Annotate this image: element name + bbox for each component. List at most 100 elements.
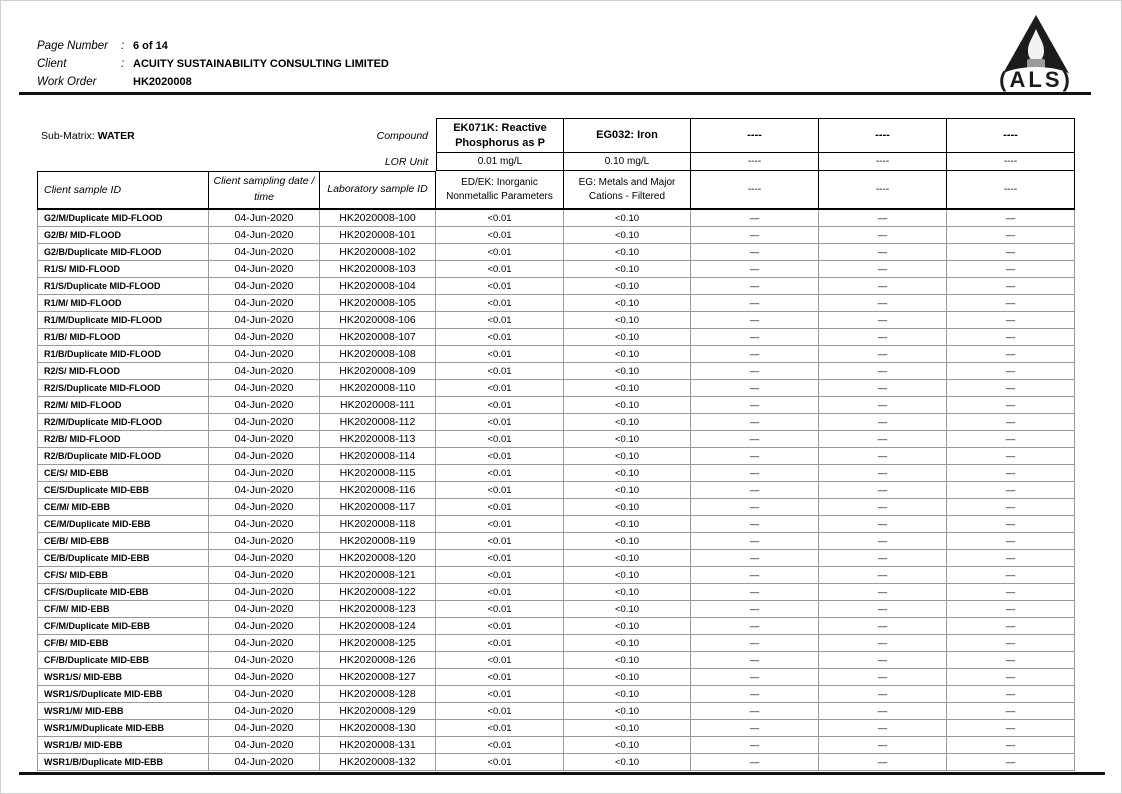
result-cell: <0.10	[564, 550, 691, 567]
result-cell: —	[691, 652, 819, 669]
result-cell: <0.01	[436, 550, 564, 567]
result-cell: <0.01	[436, 346, 564, 363]
client-sample-id-cell: CE/B/ MID-EBB	[37, 533, 209, 550]
result-cell: <0.01	[436, 618, 564, 635]
result-cell: —	[691, 754, 819, 771]
result-cell: —	[691, 584, 819, 601]
client-sample-id-cell: WSR1/B/Duplicate MID-EBB	[37, 754, 209, 771]
lab-sample-id-cell: HK2020008-111	[320, 397, 436, 414]
result-cell: <0.10	[564, 363, 691, 380]
result-cell: —	[947, 584, 1075, 601]
table-row: CE/B/Duplicate MID-EBB 04-Jun-2020 HK20200…	[37, 550, 1075, 567]
lab-sample-id-cell: HK2020008-124	[320, 618, 436, 635]
result-cell: —	[947, 703, 1075, 720]
table-row: R1/B/Duplicate MID-FLOOD 04-Jun-2020 HK202…	[37, 346, 1075, 363]
client-sample-id-cell: WSR1/B/ MID-EBB	[37, 737, 209, 754]
work-order-label: Work Order	[37, 76, 97, 88]
client-sample-id-cell: R2/B/ MID-FLOOD	[37, 431, 209, 448]
result-cell: <0.10	[564, 703, 691, 720]
sampling-date-cell: 04-Jun-2020	[209, 516, 320, 533]
client-separator: :	[121, 58, 125, 70]
result-cell: —	[947, 499, 1075, 516]
table-row: R2/M/ MID-FLOOD 04-Jun-2020 HK2020008-111 <…	[37, 397, 1075, 414]
result-cell: <0.01	[436, 482, 564, 499]
result-cell: —	[947, 261, 1075, 278]
client-sample-id-cell: CE/M/ MID-EBB	[37, 499, 209, 516]
result-cell: <0.10	[564, 397, 691, 414]
compound-header-cell: ----	[947, 118, 1075, 153]
sampling-date-cell: 04-Jun-2020	[209, 754, 320, 771]
result-cell: —	[819, 720, 947, 737]
result-cell: <0.10	[564, 414, 691, 431]
result-cell: —	[691, 669, 819, 686]
result-cell: —	[819, 414, 947, 431]
result-cell: <0.10	[564, 499, 691, 516]
sampling-date-cell: 04-Jun-2020	[209, 448, 320, 465]
result-cell: <0.01	[436, 720, 564, 737]
result-cell: —	[947, 380, 1075, 397]
result-cell: —	[691, 397, 819, 414]
result-cell: —	[819, 465, 947, 482]
sampling-date-cell: 04-Jun-2020	[209, 686, 320, 703]
table-row: R1/M/Duplicate MID-FLOOD 04-Jun-2020 HK202…	[37, 312, 1075, 329]
client-sample-id-cell: CE/M/Duplicate MID-EBB	[37, 516, 209, 533]
result-cell: <0.10	[564, 567, 691, 584]
result-cell: <0.10	[564, 448, 691, 465]
page-number-label: Page Number	[37, 40, 108, 52]
table-row: WSR1/B/Duplicate MID-EBB 04-Jun-2020 HK202…	[37, 754, 1075, 771]
lab-sample-id-cell: HK2020008-106	[320, 312, 436, 329]
lor-unit-cell: ----	[819, 153, 947, 171]
result-cell: —	[947, 516, 1075, 533]
sampling-date-cell: 04-Jun-2020	[209, 210, 320, 227]
sampling-date-cell: 04-Jun-2020	[209, 414, 320, 431]
lab-sample-id-cell: HK2020008-102	[320, 244, 436, 261]
result-cell: —	[691, 737, 819, 754]
lor-unit-cell: ----	[947, 153, 1075, 171]
lab-sample-id-cell: HK2020008-123	[320, 601, 436, 618]
table-row: CF/M/ MID-EBB 04-Jun-2020 HK2020008-123 <0.…	[37, 601, 1075, 618]
result-cell: —	[947, 754, 1075, 771]
table-row: CF/B/ MID-EBB 04-Jun-2020 HK2020008-125 <0.…	[37, 635, 1075, 652]
result-cell: —	[819, 516, 947, 533]
method-group-cell: EG: Metals and Major Cations - Filtered	[564, 171, 691, 208]
result-cell: —	[691, 720, 819, 737]
result-cell: —	[691, 295, 819, 312]
lor-row: LOR Unit 0.01 mg/L 0.10 mg/L ---- ---- ----	[37, 153, 1075, 171]
result-cell: —	[691, 686, 819, 703]
result-cell: —	[947, 482, 1075, 499]
result-cell: <0.01	[436, 431, 564, 448]
result-cell: <0.01	[436, 363, 564, 380]
result-cell: <0.10	[564, 652, 691, 669]
result-cell: —	[947, 465, 1075, 482]
client-sample-id-cell: CF/S/Duplicate MID-EBB	[37, 584, 209, 601]
result-cell: —	[819, 567, 947, 584]
result-cell: —	[691, 448, 819, 465]
client-row: Client : ACUITY SUSTAINABILITY CONSULTIN…	[37, 55, 389, 73]
result-cell: —	[691, 703, 819, 720]
client-sample-id-cell: CF/B/ MID-EBB	[37, 635, 209, 652]
result-cell: —	[691, 380, 819, 397]
result-cell: —	[691, 499, 819, 516]
client-value: ACUITY SUSTAINABILITY CONSULTING LIMITED	[133, 58, 389, 70]
lab-sample-id-cell: HK2020008-131	[320, 737, 436, 754]
lab-sample-id-cell: HK2020008-112	[320, 414, 436, 431]
lab-sample-id-cell: HK2020008-117	[320, 499, 436, 516]
result-cell: —	[947, 652, 1075, 669]
sampling-date-cell: 04-Jun-2020	[209, 669, 320, 686]
result-cell: —	[947, 669, 1075, 686]
result-cell: <0.01	[436, 278, 564, 295]
client-sample-id-cell: CE/S/Duplicate MID-EBB	[37, 482, 209, 499]
table-row: G2/B/ MID-FLOOD 04-Jun-2020 HK2020008-101 <…	[37, 227, 1075, 244]
client-sample-id-cell: G2/B/Duplicate MID-FLOOD	[37, 244, 209, 261]
client-sample-id-cell: R1/M/ MID-FLOOD	[37, 295, 209, 312]
result-cell: —	[819, 754, 947, 771]
result-cell: <0.01	[436, 635, 564, 652]
lab-sample-id-cell: HK2020008-104	[320, 278, 436, 295]
result-cell: —	[819, 686, 947, 703]
client-sample-id-cell: CF/M/ MID-EBB	[37, 601, 209, 618]
result-cell: —	[947, 686, 1075, 703]
result-cell: <0.10	[564, 635, 691, 652]
result-cell: —	[819, 431, 947, 448]
result-cell: —	[819, 448, 947, 465]
